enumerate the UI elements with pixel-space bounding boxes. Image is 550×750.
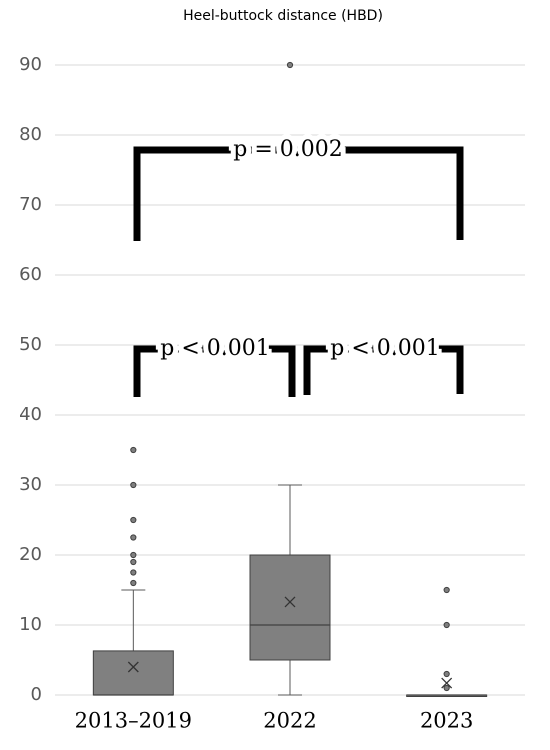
x-tick-label: 2013–2019 [75, 709, 192, 733]
mean-marker [284, 596, 296, 608]
x-tick-label: 2022 [263, 709, 316, 733]
annotation: p < 0.001 [160, 336, 269, 361]
outlier [443, 670, 450, 678]
outlier [130, 534, 137, 541]
box [92, 650, 174, 696]
annotation: p = 0.002 [233, 137, 342, 162]
annotation: p < 0.001 [330, 336, 439, 361]
y-tick-label: 60 [19, 264, 42, 285]
y-tick-label: 40 [19, 404, 42, 425]
plot-area: 0 10 20 30 40 50 60 70 80 90 2013–2019 2022 2023 [19, 54, 525, 733]
y-tick-label: 90 [19, 54, 42, 75]
bracket [133, 345, 296, 397]
y-tick-label: 20 [19, 544, 42, 565]
y-tick-label: 30 [19, 474, 42, 495]
mean-marker [441, 677, 453, 689]
mean-marker [127, 661, 139, 673]
y-tick-label: 50 [19, 334, 42, 355]
outlier [130, 579, 137, 587]
outlier [130, 481, 137, 489]
box [249, 554, 331, 661]
outlier [443, 621, 450, 629]
outlier [443, 684, 450, 692]
y-tick-label: 70 [19, 194, 42, 215]
bracket [133, 146, 464, 241]
y-tick-label: 10 [19, 614, 42, 635]
y-tick-label: 0 [31, 684, 42, 705]
bracket [303, 345, 464, 395]
outlier [286, 61, 294, 69]
chart-title: Heel-buttock distance (HBD) [183, 8, 383, 24]
outlier [443, 586, 450, 594]
y-tick-label: 80 [19, 124, 42, 145]
outlier [130, 516, 137, 524]
outlier [130, 569, 137, 576]
x-tick-label: 2023 [420, 709, 473, 733]
outlier [130, 551, 137, 559]
outlier [130, 446, 137, 454]
outlier [130, 558, 137, 566]
significance-brackets: p = 0.002 p < 0.001 p < 0.001 [133, 132, 464, 397]
